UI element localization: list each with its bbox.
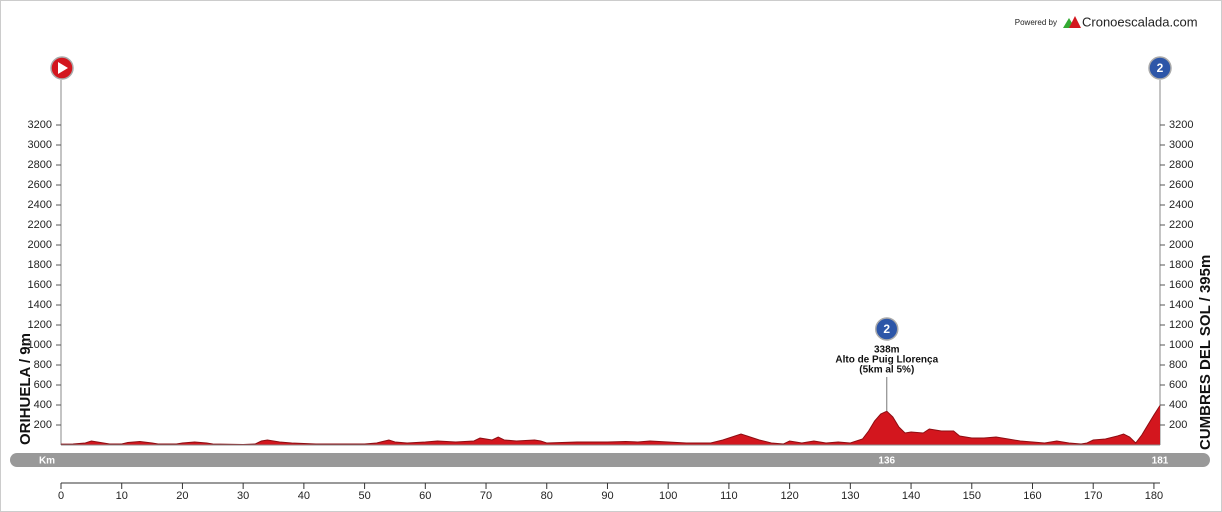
finish-label: CUMBRES DEL SOL / 395m xyxy=(1197,255,1214,450)
y-tick-label: 2400 xyxy=(28,199,52,211)
y-tick-label: 1000 xyxy=(28,339,52,351)
y-tick-label: 400 xyxy=(1169,399,1187,411)
km-point: 181 xyxy=(1152,456,1169,467)
x-tick-label: 160 xyxy=(1023,490,1041,502)
y-tick-label: 2200 xyxy=(1169,219,1193,231)
y-tick-label: 1200 xyxy=(28,319,52,331)
climb-elevation: 338m xyxy=(874,345,900,356)
x-tick-label: 130 xyxy=(841,490,859,502)
y-tick-label: 2600 xyxy=(28,179,52,191)
y-tick-label: 3000 xyxy=(28,139,52,151)
y-tick-label: 800 xyxy=(34,359,52,371)
y-tick-label: 1800 xyxy=(28,259,52,271)
x-tick-label: 80 xyxy=(541,490,553,502)
climb-name: Alto de Puig Llorença xyxy=(835,355,938,366)
y-tick-label: 2800 xyxy=(28,159,52,171)
x-tick-label: 180 xyxy=(1145,490,1163,502)
y-tick-label: 1400 xyxy=(28,299,52,311)
finish-icon: 2 xyxy=(1148,56,1172,80)
x-tick-label: 20 xyxy=(176,490,188,502)
y-tick-label: 2000 xyxy=(1169,239,1193,251)
climb-icon xyxy=(875,317,899,341)
y-tick-label: 2400 xyxy=(1169,199,1193,211)
y-tick-label: 2200 xyxy=(28,219,52,231)
y-tick-label: 2600 xyxy=(1169,179,1193,191)
x-tick-label: 120 xyxy=(780,490,798,502)
elevation-area xyxy=(61,405,1160,445)
y-tick-label: 3200 xyxy=(1169,119,1193,131)
start-icon xyxy=(50,56,74,80)
y-tick-label: 1000 xyxy=(1169,339,1193,351)
brand-icon xyxy=(1063,16,1081,28)
y-tick-label: 400 xyxy=(34,399,52,411)
y-tick-label: 3000 xyxy=(1169,139,1193,151)
x-tick-label: 40 xyxy=(298,490,310,502)
km-bar xyxy=(10,453,1210,467)
x-tick-label: 140 xyxy=(902,490,920,502)
climb-detail: (5km al 5%) xyxy=(859,365,914,376)
y-tick-label: 200 xyxy=(1169,419,1187,431)
x-tick-label: 110 xyxy=(720,490,738,502)
y-tick-label: 1600 xyxy=(28,279,52,291)
x-tick-label: 100 xyxy=(659,490,677,502)
x-tick-label: 60 xyxy=(419,490,431,502)
x-tick-label: 30 xyxy=(237,490,249,502)
svg-text:2: 2 xyxy=(1157,61,1164,75)
y-tick-label: 800 xyxy=(1169,359,1187,371)
x-tick-label: 0 xyxy=(58,490,64,502)
x-tick-label: 90 xyxy=(601,490,613,502)
y-tick-label: 600 xyxy=(1169,379,1187,391)
km-label: Km xyxy=(39,456,55,467)
y-tick-label: 2000 xyxy=(28,239,52,251)
y-tick-label: 1400 xyxy=(1169,299,1193,311)
x-tick-label: 150 xyxy=(963,490,981,502)
y-tick-label: 600 xyxy=(34,379,52,391)
y-tick-label: 200 xyxy=(34,419,52,431)
y-tick-label: 1600 xyxy=(1169,279,1193,291)
powered-by: Powered by xyxy=(1015,18,1057,27)
climb-icon-text: 2 xyxy=(883,322,890,336)
km-point: 136 xyxy=(878,456,895,467)
start-label: ORIHUELA / 9m xyxy=(17,333,34,445)
x-tick-label: 50 xyxy=(358,490,370,502)
x-tick-label: 170 xyxy=(1084,490,1102,502)
x-tick-label: 10 xyxy=(116,490,128,502)
y-tick-label: 1200 xyxy=(1169,319,1193,331)
x-tick-label: 70 xyxy=(480,490,492,502)
y-tick-label: 3200 xyxy=(28,119,52,131)
y-tick-label: 1800 xyxy=(1169,259,1193,271)
y-tick-label: 2800 xyxy=(1169,159,1193,171)
brand: Cronoescalada.com xyxy=(1082,14,1198,29)
